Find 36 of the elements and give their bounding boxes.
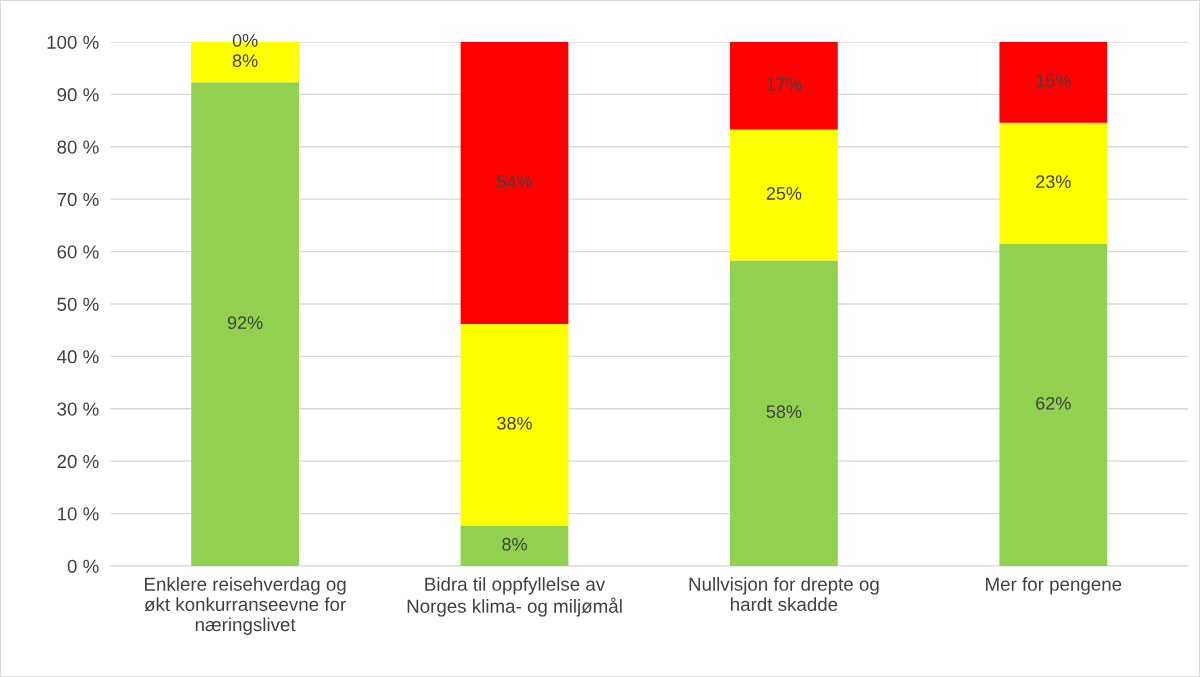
y-tick-label: 60 % [57, 245, 99, 259]
data-label: 8% [502, 537, 527, 551]
x-tick-label: Mer for pengene [986, 577, 1122, 595]
x-tick-label: Enklere reisehverdag og økt konkurranseevne for næringslivet [144, 577, 346, 635]
data-label: 23% [1036, 175, 1071, 189]
data-label: 25% [766, 187, 802, 200]
y-tick-label: 80 % [57, 140, 99, 154]
data-label: 58% [766, 405, 802, 419]
x-tick-label: Bidra til oppfyllelse av Norges klima- og miljømål [407, 577, 622, 617]
data-label: 15% [1036, 74, 1071, 88]
bar [460, 41, 569, 324]
bar [999, 41, 1108, 123]
data-label: 92% [227, 316, 263, 329]
y-tick-label: 30 % [57, 402, 99, 416]
y-tick-label: 40 % [56, 350, 99, 364]
y-tick-label: 70 % [57, 192, 99, 207]
bar [460, 525, 569, 566]
bar [191, 82, 299, 566]
x-tick-label: Nullvisjon for drepte og hardt skadde [689, 577, 879, 612]
y-tick-label: 0 % [67, 559, 99, 573]
y-tick-label: 50 % [57, 297, 99, 311]
bar [460, 323, 569, 526]
y-tick-label: 90 % [57, 88, 99, 102]
bar [730, 260, 838, 566]
bar [730, 129, 838, 261]
bar [730, 41, 838, 130]
bar [999, 243, 1108, 566]
y-tick-label: 20 % [57, 454, 99, 469]
data-label: 38% [497, 416, 532, 430]
data-label: 8% [232, 54, 258, 67]
bar [999, 122, 1108, 244]
data-label: 17% [767, 77, 802, 91]
y-tick-label: 10 % [57, 507, 99, 521]
data-label: 54% [497, 175, 532, 188]
y-tick-label: 100 % [47, 35, 99, 49]
data-label: 62% [1036, 396, 1071, 410]
